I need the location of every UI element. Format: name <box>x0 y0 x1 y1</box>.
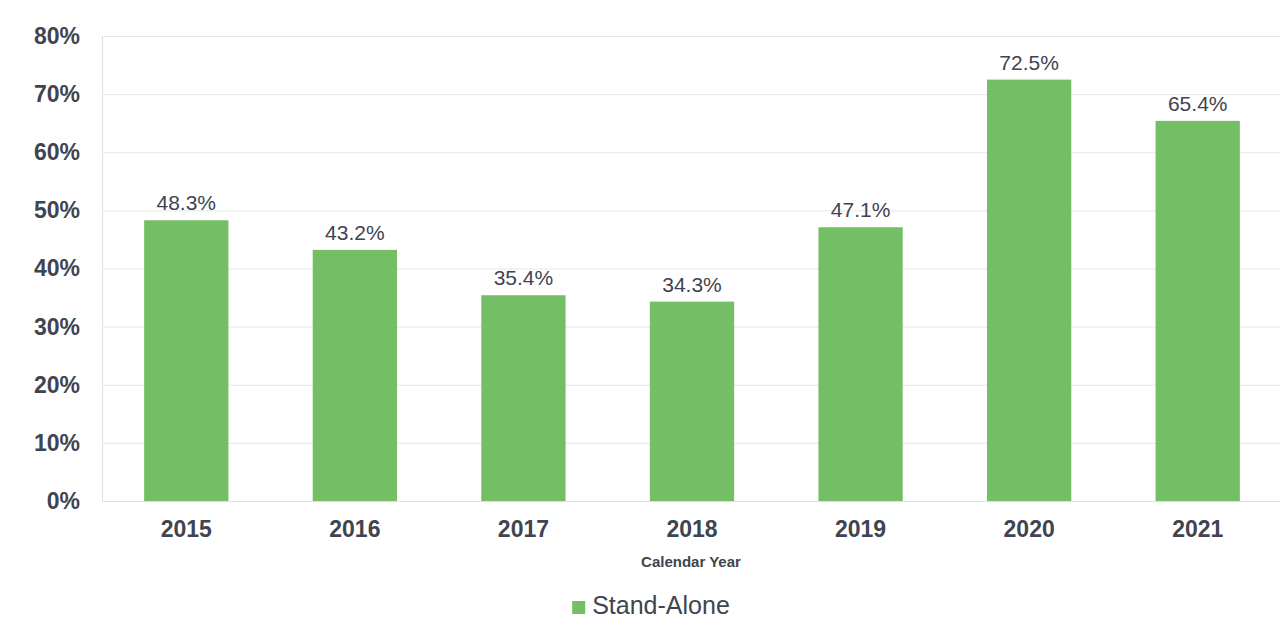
data-label: 72.5% <box>999 51 1059 74</box>
y-tick-label: 70% <box>34 81 80 107</box>
y-axis: 0% 10% 20% 30% 40% 50% 60% 70% 80% <box>34 23 1280 514</box>
bar <box>650 302 734 501</box>
bar <box>987 80 1071 501</box>
bar <box>144 220 228 501</box>
x-tick: 2019 <box>835 516 886 542</box>
data-label: 65.4% <box>1168 92 1228 115</box>
x-tick-label: 2020 <box>1004 516 1055 542</box>
y-axis-line <box>103 37 1280 502</box>
bar <box>481 295 565 501</box>
x-tick-label: 2018 <box>666 516 717 542</box>
x-tick: 2016 <box>329 516 380 542</box>
y-tick: 70% <box>34 81 1280 107</box>
y-tick-label: 50% <box>34 197 80 223</box>
x-tick-label: 2016 <box>329 516 380 542</box>
data-label: 35.4% <box>494 266 554 289</box>
y-tick-label: 40% <box>34 255 80 281</box>
chart: 0%10%20%30%40%50%60%70%80%20152016201720… <box>0 0 1280 630</box>
grid-line <box>102 94 1280 95</box>
x-axis-title: Calendar Year <box>641 553 741 570</box>
data-label: 48.3% <box>157 191 217 214</box>
bar <box>818 227 902 501</box>
y-tick-label: 30% <box>34 313 80 339</box>
x-tick: 2018 <box>666 516 717 542</box>
x-tick-label: 2015 <box>161 516 212 542</box>
y-tick-label: 60% <box>34 139 80 165</box>
y-tick-label: 0% <box>47 488 80 514</box>
x-tick-label: 2021 <box>1172 516 1223 542</box>
data-label: 43.2% <box>325 221 385 244</box>
grid-line <box>102 36 1280 37</box>
y-tick: 50% <box>34 197 1280 223</box>
y-tick: 60% <box>34 139 1280 165</box>
x-tick: 2015 <box>161 516 212 542</box>
legend-item: Stand-Alone <box>572 591 730 619</box>
x-tick: 2020 <box>1004 516 1055 542</box>
legend-label: Stand-Alone <box>592 591 730 619</box>
data-label: 34.3% <box>662 273 722 296</box>
data-labels: 48.3% 43.2% 35.4% 34.3% 47.1% 72.5% 65.4% <box>157 51 1228 296</box>
x-tick: 2021 <box>1172 516 1223 542</box>
grid-line <box>102 152 1280 153</box>
bar <box>1156 121 1240 501</box>
y-tick-label: 80% <box>34 23 80 49</box>
legend: Stand-Alone <box>572 591 730 619</box>
x-tick: 2017 <box>498 516 549 542</box>
x-axis: 2015 2016 2017 2018 2019 2020 2021 <box>103 502 1280 543</box>
x-tick-label: 2019 <box>835 516 886 542</box>
y-tick: 80% <box>34 23 1280 49</box>
legend-swatch <box>572 601 585 614</box>
bars <box>144 80 1240 501</box>
grid-line <box>102 210 1280 211</box>
y-tick-label: 20% <box>34 372 80 398</box>
x-tick-label: 2017 <box>498 516 549 542</box>
x-axis-line <box>103 501 1280 502</box>
bar <box>313 250 397 501</box>
grid-line <box>102 269 1280 270</box>
data-label: 47.1% <box>831 198 891 221</box>
y-tick-label: 10% <box>34 430 80 456</box>
